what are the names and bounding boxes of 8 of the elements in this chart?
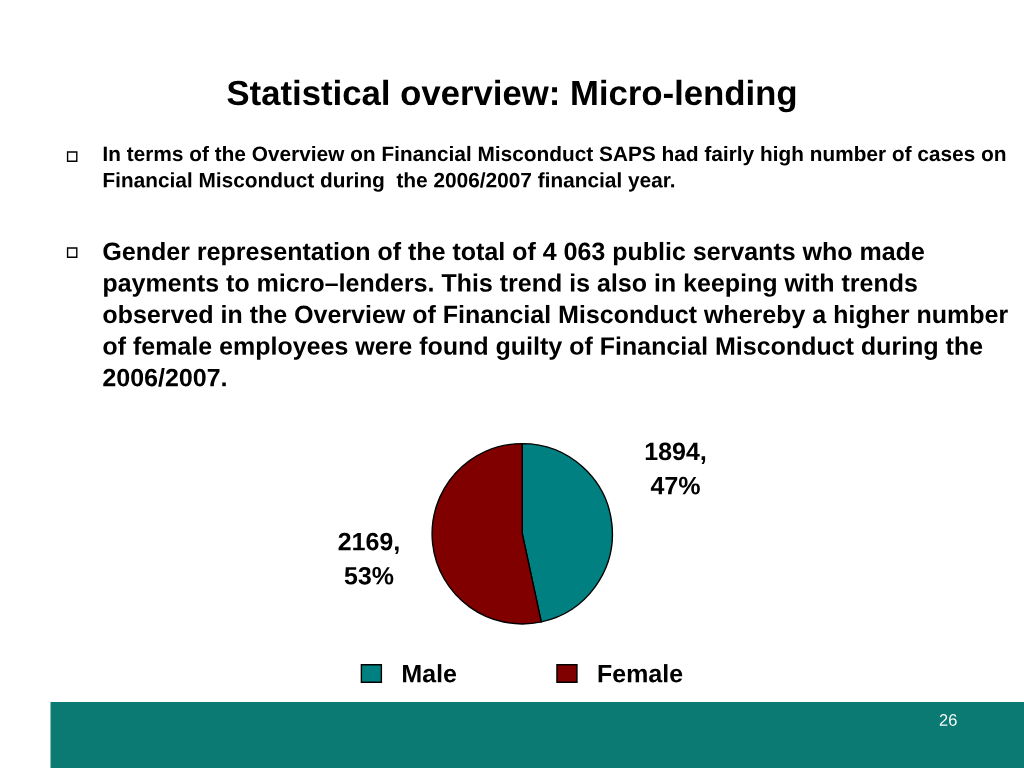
- data-label: 1894, 47%: [645, 442, 706, 495]
- data-label: 2169, 53%: [338, 532, 399, 585]
- text: In terms of the Overview on Financial Misconduct SAPS had fairly high number of cases on Financial Misconduct during the 2006/2007 financial year.: [103, 145, 1006, 192]
- legend-label: Female: [598, 664, 683, 683]
- chart-title: Statistical overview: Micro-lending: [227, 79, 796, 113]
- text: 26: [939, 714, 957, 726]
- legend-label: Male: [403, 664, 457, 683]
- text: Gender representation of the total of 4 063 public servants who made payments to micro–lenders. This trend is also in keeping with trends observed in the Overview of Financial Misconduct whereby a higher number of female employees were found guilty of Financial Misconduct during the 2006/2007.: [103, 241, 1008, 387]
